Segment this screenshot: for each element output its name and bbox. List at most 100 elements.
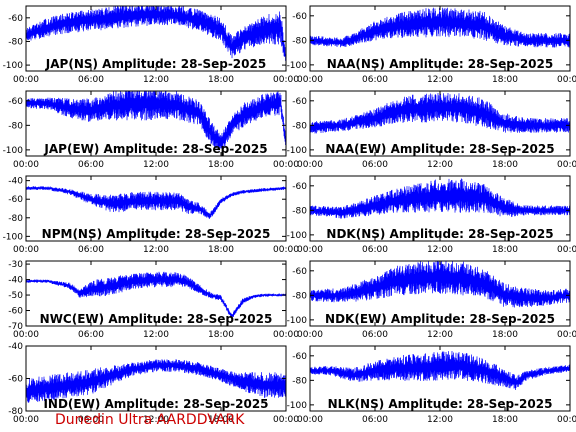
x-tick-label: 12:00 xyxy=(427,245,453,255)
y-tick-label: -80 xyxy=(8,37,23,47)
x-tick-label: 00:00 xyxy=(13,245,39,255)
panel-title: JAP(EW) Amplitude: 28-Sep-2025 xyxy=(43,142,267,156)
y-tick-label: -80 xyxy=(292,291,307,301)
x-tick-label: 06:00 xyxy=(78,75,104,85)
chart-panel: -60 -80 -100 00:00 06:00 12:00 18:00 00:00NAA(E… xyxy=(287,90,576,170)
y-tick-label: -40 xyxy=(8,276,23,286)
x-tick-label: 18:00 xyxy=(208,415,234,425)
chart-panel: -60 -80 -100 00:00 06:00 12:00 18:00 00:00 NLK(N… xyxy=(287,345,576,425)
y-tick-label: -80 xyxy=(8,121,23,131)
chart-panel: -40 -60 -80 -100 00:00 06:00 12:00 18:00 00:00NP… xyxy=(3,175,299,255)
y-tick-label: -80 xyxy=(8,407,23,417)
x-tick-label: 00:00 xyxy=(297,75,323,85)
x-tick-label: 00:00 xyxy=(297,160,323,170)
x-tick-label: 18:00 xyxy=(208,245,234,255)
y-tick-label: -70 xyxy=(8,322,23,332)
x-tick-label: 18:00 xyxy=(492,415,518,425)
y-tick-label: -100 xyxy=(287,61,308,71)
panel-title: NLK(NS) Amplitude: 28-Sep-2025 xyxy=(328,397,553,411)
y-tick-label: -60 xyxy=(292,97,307,107)
y-tick-label: -30 xyxy=(8,260,23,270)
y-tick-label: -80 xyxy=(292,121,307,131)
panel-title: JAP(NS) Amplitude: 28-Sep-2025 xyxy=(45,57,266,71)
chart-panel: -60 -80 -100 00:00 06:00 12:00 18:00 00:00 NAA(N… xyxy=(287,5,576,85)
amplitude-trace xyxy=(310,350,570,391)
x-tick-label: 00:00 xyxy=(557,245,576,255)
amplitude-trace xyxy=(26,359,286,403)
y-tick-label: -60 xyxy=(292,182,307,192)
y-tick-label: -60 xyxy=(8,375,23,385)
x-tick-label: 06:00 xyxy=(78,245,104,255)
x-tick-label: 12:00 xyxy=(427,160,453,170)
chart-panel: -60 -80 -100 00:00 06:00 12:00 18:00 00:00 JAP(E… xyxy=(3,90,299,170)
amplitude-trace xyxy=(26,186,286,219)
x-tick-label: 06:00 xyxy=(78,330,104,340)
x-tick-label: 00:00 xyxy=(297,415,323,425)
x-tick-label: 06:00 xyxy=(362,245,388,255)
y-tick-label: -100 xyxy=(287,146,308,156)
panel-title: IND(EW) Amplitude: 28-Sep-2025 xyxy=(43,397,268,411)
x-tick-label: 12:00 xyxy=(143,245,169,255)
x-tick-label: 00:00 xyxy=(557,415,576,425)
y-tick-label: -100 xyxy=(287,231,308,241)
x-tick-label: 06:00 xyxy=(78,415,104,425)
x-tick-label: 00:00 xyxy=(273,75,299,85)
x-tick-label: 06:00 xyxy=(78,160,104,170)
y-tick-label: -80 xyxy=(8,214,23,224)
x-tick-label: 18:00 xyxy=(492,75,518,85)
x-tick-label: 00:00 xyxy=(297,330,323,340)
amplitude-trace xyxy=(310,92,570,134)
x-tick-label: 18:00 xyxy=(492,160,518,170)
panel-title: NAA(NS) Amplitude: 28-Sep-2025 xyxy=(327,57,553,71)
y-tick-label: -60 xyxy=(292,352,307,362)
y-tick-label: -100 xyxy=(287,316,308,326)
panel-title: NDK(NS) Amplitude: 28-Sep-2025 xyxy=(326,227,553,241)
amplitude-trace xyxy=(310,261,570,308)
chart-panel: -60 -80 -100 00:00 06:00 12:00 18:00 00:00NDK(E… xyxy=(287,260,576,340)
y-tick-label: -60 xyxy=(8,97,23,107)
x-tick-label: 18:00 xyxy=(492,330,518,340)
x-tick-label: 00:00 xyxy=(273,415,299,425)
amplitude-trace xyxy=(26,6,286,65)
x-tick-label: 00:00 xyxy=(557,160,576,170)
x-tick-label: 12:00 xyxy=(143,330,169,340)
y-tick-label: -40 xyxy=(8,177,23,187)
y-tick-label: -60 xyxy=(8,195,23,205)
x-tick-label: 00:00 xyxy=(13,160,39,170)
x-tick-label: 06:00 xyxy=(362,415,388,425)
chart-panel: -60-80-10000:0006:0012:0018:0000:00NDK(N… xyxy=(287,175,576,255)
y-tick-label: -60 xyxy=(292,267,307,277)
x-tick-label: 12:00 xyxy=(143,415,169,425)
y-tick-label: -50 xyxy=(8,291,23,301)
x-tick-label: 12:00 xyxy=(427,415,453,425)
x-tick-label: 00:00 xyxy=(557,75,576,85)
x-tick-label: 18:00 xyxy=(208,160,234,170)
chart-panel: -60 -80 -100 00:00 06:00 12:00 18:00 00:00 JAP(N… xyxy=(3,5,299,85)
x-tick-label: 12:00 xyxy=(143,75,169,85)
plot-area xyxy=(26,261,286,326)
y-tick-label: -80 xyxy=(292,36,307,46)
x-tick-label: 00:00 xyxy=(273,160,299,170)
y-tick-label: -60 xyxy=(292,12,307,22)
y-tick-label: -100 xyxy=(3,61,24,71)
amplitude-trace xyxy=(26,91,286,151)
y-tick-label: -60 xyxy=(8,14,23,24)
panel-title: NAA(EW) Amplitude: 28-Sep-2025 xyxy=(325,142,554,156)
x-tick-label: 18:00 xyxy=(208,330,234,340)
amplitude-trace xyxy=(26,271,286,319)
x-tick-label: 12:00 xyxy=(427,330,453,340)
x-tick-label: 06:00 xyxy=(362,160,388,170)
y-tick-label: -80 xyxy=(292,206,307,216)
x-tick-label: 00:00 xyxy=(273,330,299,340)
x-tick-label: 18:00 xyxy=(208,75,234,85)
x-tick-label: 00:00 xyxy=(557,330,576,340)
footer-credit: Dunedin Ultra AARDDVARK xyxy=(55,412,245,428)
x-tick-label: 00:00 xyxy=(297,245,323,255)
y-tick-label: -80 xyxy=(292,376,307,386)
y-tick-label: -60 xyxy=(8,307,23,317)
plot-area xyxy=(26,176,286,241)
x-tick-label: 12:00 xyxy=(143,160,169,170)
